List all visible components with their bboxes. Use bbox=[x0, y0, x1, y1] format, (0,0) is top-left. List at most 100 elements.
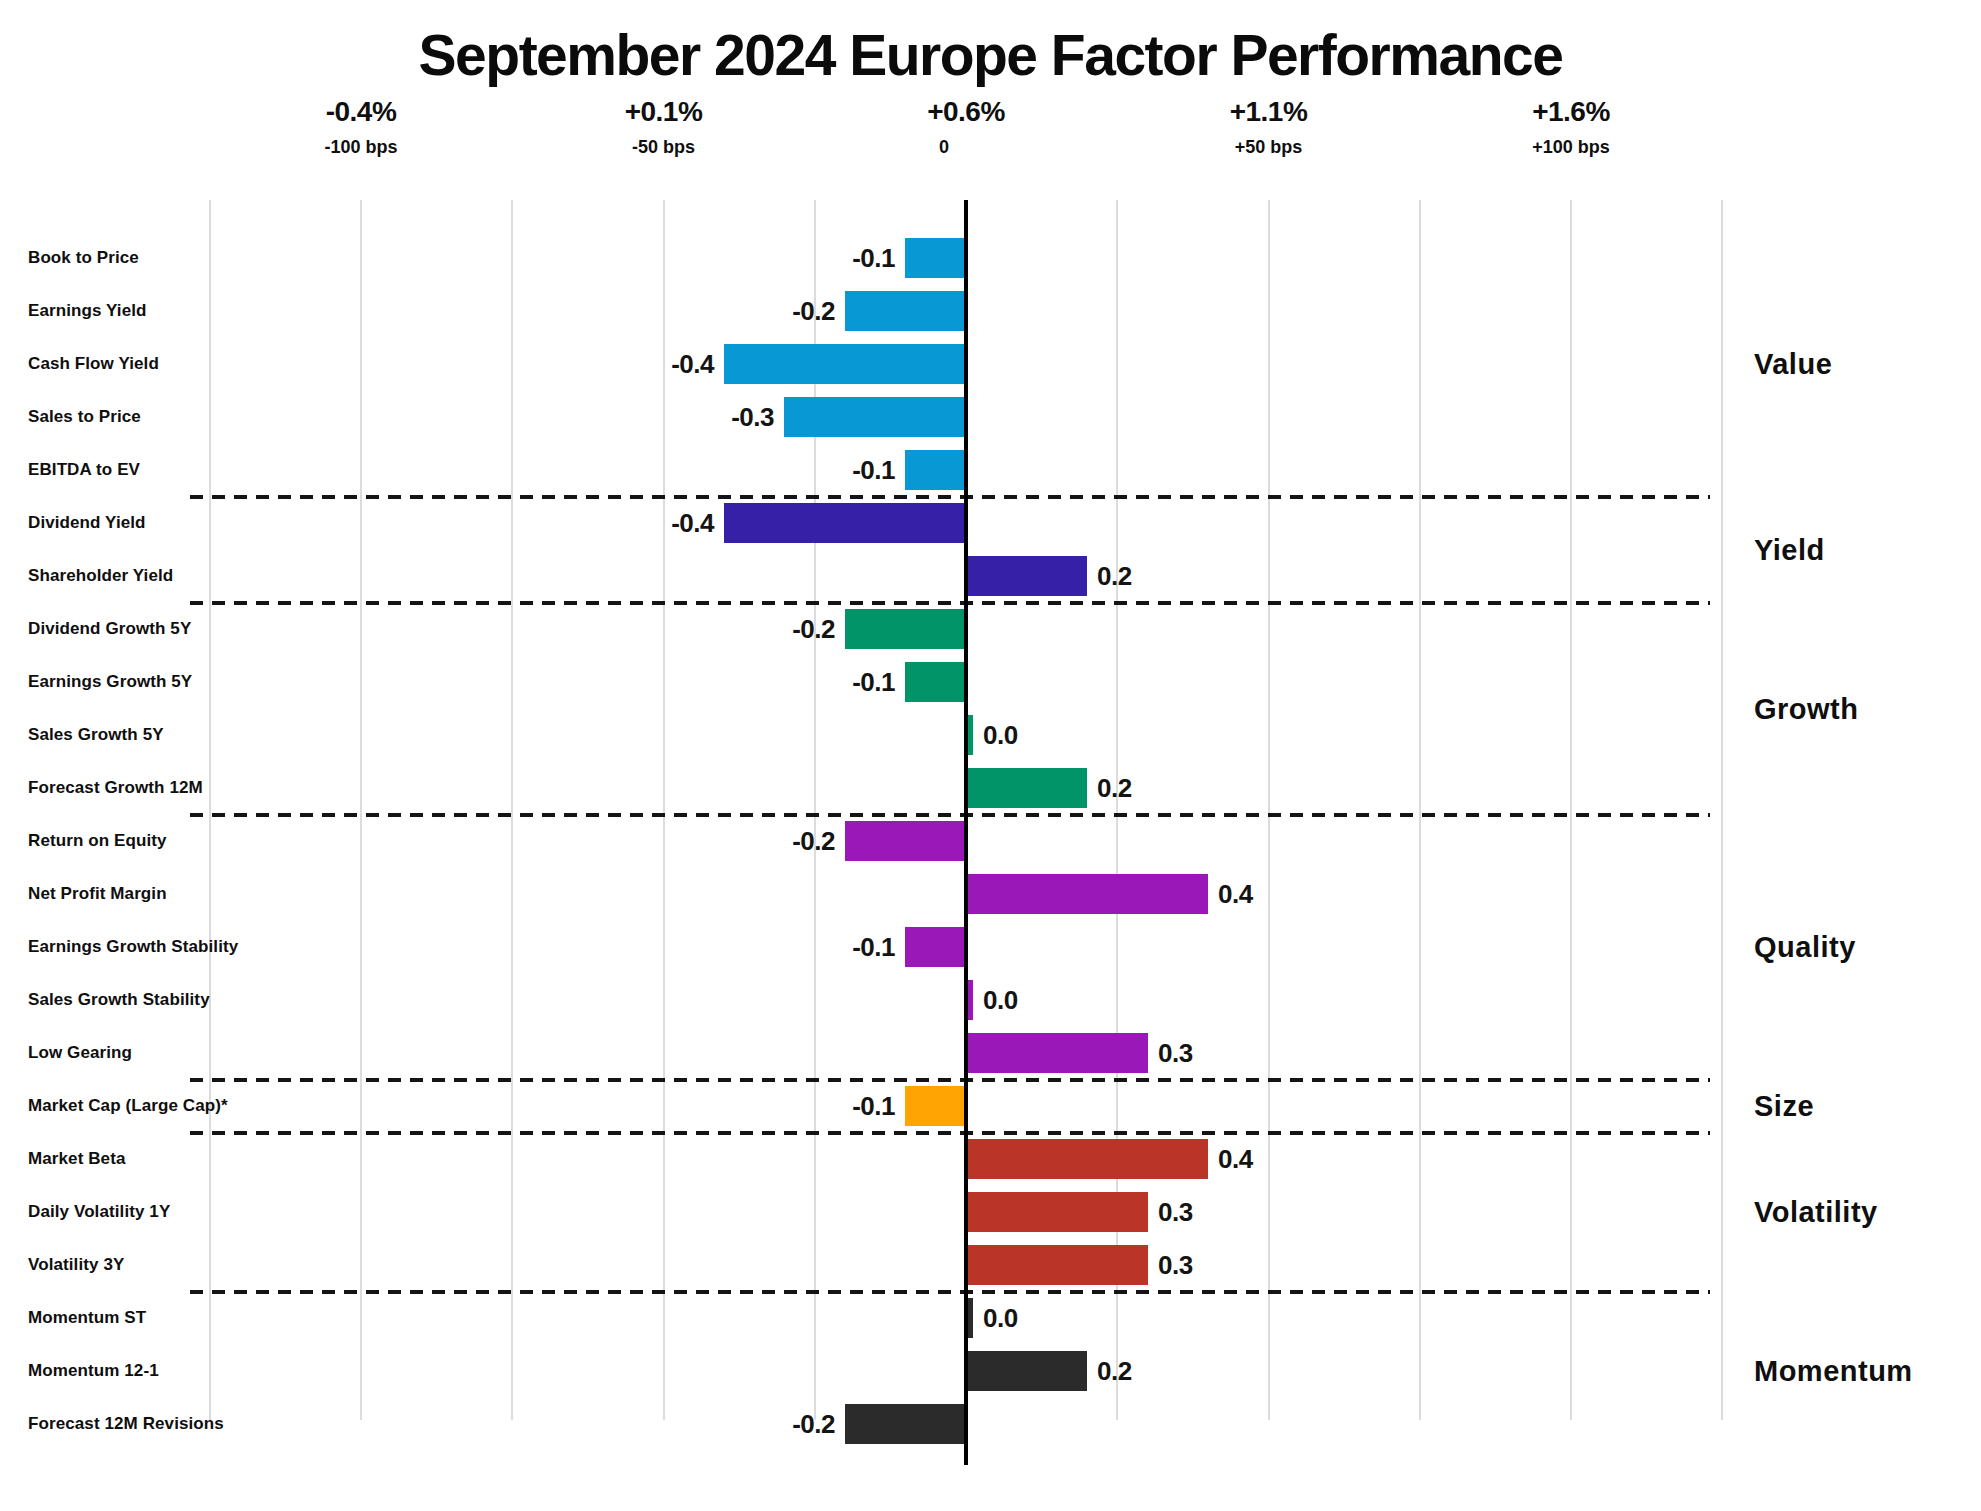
factor-performance-chart: September 2024 Europe Factor Performance… bbox=[0, 0, 1981, 1511]
factor-label: Daily Volatility 1Y bbox=[28, 1202, 170, 1222]
tick-bps-label: -100 bps bbox=[324, 137, 397, 158]
factor-label: Volatility 3Y bbox=[28, 1255, 124, 1275]
bar-value-label: 0.4 bbox=[1218, 1144, 1253, 1175]
section-label: Growth bbox=[1754, 692, 1859, 725]
factor-bar bbox=[966, 1033, 1148, 1073]
bar-value-label: -0.4 bbox=[671, 349, 714, 380]
bar-value-label: 0.4 bbox=[1218, 879, 1253, 910]
x-axis-tick: +1.1%+50 bps bbox=[1230, 96, 1308, 158]
factor-bar bbox=[845, 1404, 966, 1444]
gridline bbox=[1570, 200, 1572, 1420]
factor-bar bbox=[905, 1086, 966, 1126]
factor-bar bbox=[966, 556, 1087, 596]
factor-label: Market Beta bbox=[28, 1149, 125, 1169]
section-label: Quality bbox=[1754, 931, 1856, 964]
gridline bbox=[663, 200, 665, 1420]
gridline bbox=[209, 200, 211, 1420]
bar-value-label: 0.2 bbox=[1097, 773, 1132, 804]
tick-bps-label: -50 bps bbox=[632, 137, 695, 158]
bar-value-label: 0.3 bbox=[1158, 1250, 1193, 1281]
factor-bar bbox=[966, 874, 1208, 914]
factor-bar bbox=[966, 1245, 1148, 1285]
tick-percent-label: +0.6% bbox=[927, 96, 1005, 128]
factor-label: Earnings Yield bbox=[28, 301, 147, 321]
section-divider bbox=[190, 495, 1710, 499]
bar-value-label: 0.2 bbox=[1097, 561, 1132, 592]
factor-bar bbox=[966, 1139, 1208, 1179]
bar-value-label: 0.0 bbox=[983, 985, 1018, 1016]
section-label: Volatility bbox=[1754, 1196, 1878, 1229]
section-label: Value bbox=[1754, 348, 1832, 381]
factor-label: Momentum 12-1 bbox=[28, 1361, 159, 1381]
factor-label: Book to Price bbox=[28, 248, 139, 268]
factor-bar bbox=[905, 662, 966, 702]
bar-value-label: 0.0 bbox=[983, 720, 1018, 751]
factor-label: Return on Equity bbox=[28, 831, 167, 851]
bar-value-label: -0.1 bbox=[852, 455, 895, 486]
factor-bar bbox=[966, 1192, 1148, 1232]
section-divider bbox=[190, 1290, 1710, 1294]
factor-label: Market Cap (Large Cap)* bbox=[28, 1096, 228, 1116]
factor-label: EBITDA to EV bbox=[28, 460, 140, 480]
factor-bar bbox=[845, 291, 966, 331]
factor-label: Dividend Growth 5Y bbox=[28, 619, 191, 639]
section-divider bbox=[190, 813, 1710, 817]
bar-value-label: -0.2 bbox=[792, 296, 835, 327]
factor-label: Low Gearing bbox=[28, 1043, 132, 1063]
factor-label: Shareholder Yield bbox=[28, 566, 173, 586]
bar-value-label: 0.3 bbox=[1158, 1197, 1193, 1228]
factor-bar bbox=[905, 238, 966, 278]
factor-bar bbox=[784, 397, 966, 437]
factor-label: Sales Growth Stability bbox=[28, 990, 210, 1010]
x-axis-tick: +0.1%-50 bps bbox=[625, 96, 703, 158]
bar-value-label: -0.1 bbox=[852, 243, 895, 274]
factor-label: Cash Flow Yield bbox=[28, 354, 159, 374]
section-divider bbox=[190, 1131, 1710, 1135]
gridline bbox=[1116, 200, 1118, 1420]
bar-value-label: -0.1 bbox=[852, 667, 895, 698]
section-label: Size bbox=[1754, 1090, 1814, 1123]
factor-label: Forecast 12M Revisions bbox=[28, 1414, 224, 1434]
factor-label: Dividend Yield bbox=[28, 513, 146, 533]
gridline bbox=[1721, 200, 1723, 1420]
zero-axis-line bbox=[964, 200, 968, 1465]
factor-bar bbox=[905, 450, 966, 490]
bar-value-label: -0.2 bbox=[792, 1409, 835, 1440]
factor-label: Earnings Growth Stability bbox=[28, 937, 238, 957]
tick-bps-label: +100 bps bbox=[1532, 137, 1610, 158]
factor-bar bbox=[724, 344, 966, 384]
factor-label: Momentum ST bbox=[28, 1308, 146, 1328]
factor-label: Forecast Growth 12M bbox=[28, 778, 203, 798]
bar-value-label: -0.2 bbox=[792, 614, 835, 645]
factor-bar bbox=[966, 768, 1087, 808]
bar-value-label: -0.4 bbox=[671, 508, 714, 539]
bar-value-label: 0.2 bbox=[1097, 1356, 1132, 1387]
tick-percent-label: +1.6% bbox=[1532, 96, 1610, 128]
factor-label: Sales Growth 5Y bbox=[28, 725, 164, 745]
gridline bbox=[1268, 200, 1270, 1420]
bar-value-label: -0.2 bbox=[792, 826, 835, 857]
bar-value-label: 0.3 bbox=[1158, 1038, 1193, 1069]
bar-value-label: -0.3 bbox=[731, 402, 774, 433]
factor-bar bbox=[845, 609, 966, 649]
x-axis-tick: +1.6% +100 bps bbox=[1532, 96, 1610, 158]
tick-bps-label: +50 bps bbox=[1235, 137, 1303, 158]
factor-bar bbox=[966, 1351, 1087, 1391]
bar-value-label: -0.1 bbox=[852, 932, 895, 963]
section-label: Momentum bbox=[1754, 1355, 1913, 1388]
factor-bar bbox=[845, 821, 966, 861]
factor-label: Net Profit Margin bbox=[28, 884, 167, 904]
x-axis-tick: +0.6% 0 bbox=[927, 96, 1005, 158]
gridline bbox=[511, 200, 513, 1420]
chart-title: September 2024 Europe Factor Performance bbox=[0, 22, 1981, 88]
bar-value-label: -0.1 bbox=[852, 1091, 895, 1122]
gridline bbox=[360, 200, 362, 1420]
section-divider bbox=[190, 601, 1710, 605]
section-label: Yield bbox=[1754, 533, 1825, 566]
section-divider bbox=[190, 1078, 1710, 1082]
tick-bps-label: 0 bbox=[939, 137, 949, 158]
factor-bar bbox=[724, 503, 966, 543]
factor-label: Earnings Growth 5Y bbox=[28, 672, 192, 692]
gridline bbox=[1419, 200, 1421, 1420]
factor-label: Sales to Price bbox=[28, 407, 141, 427]
